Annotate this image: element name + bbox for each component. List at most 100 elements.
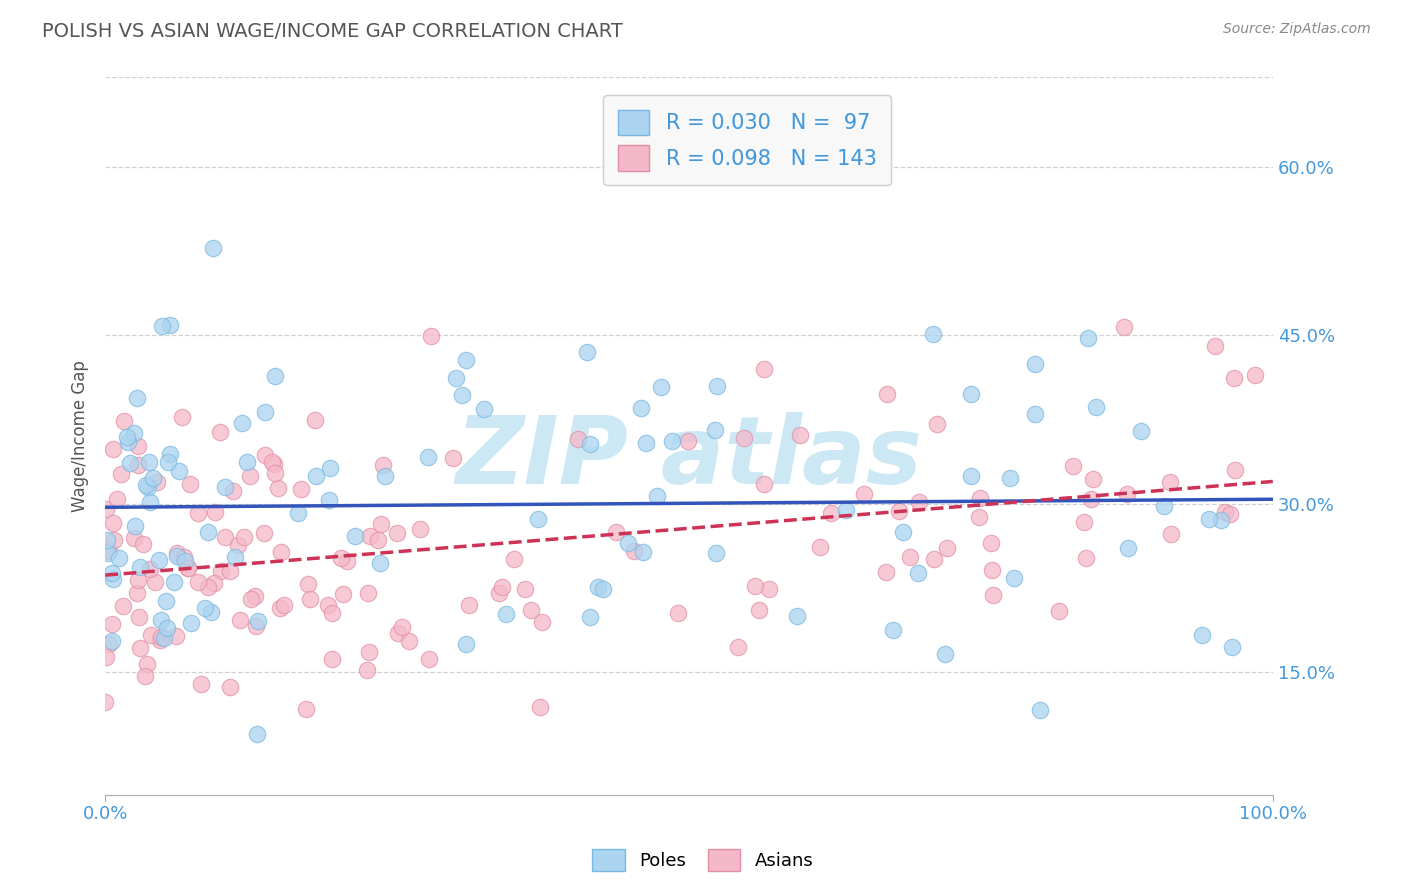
Asians bbox=[907, 495, 929, 509]
Asians bbox=[146, 475, 169, 489]
Asians bbox=[139, 628, 162, 642]
Asians bbox=[165, 629, 187, 643]
Asians bbox=[385, 526, 408, 541]
Poles bbox=[1002, 571, 1025, 585]
Poles bbox=[118, 456, 141, 470]
Asians bbox=[209, 425, 232, 439]
Poles bbox=[634, 436, 657, 450]
Poles bbox=[454, 638, 477, 652]
Asians bbox=[294, 702, 316, 716]
Poles bbox=[444, 371, 467, 385]
Asians bbox=[530, 615, 553, 629]
Text: ZIP atlas: ZIP atlas bbox=[456, 412, 922, 504]
Asians bbox=[239, 469, 262, 483]
Asians bbox=[128, 641, 150, 656]
Poles bbox=[526, 512, 548, 526]
Asians bbox=[125, 586, 148, 600]
Asians bbox=[149, 632, 172, 647]
Poles bbox=[706, 379, 728, 393]
Poles bbox=[617, 536, 640, 550]
Poles bbox=[578, 610, 600, 624]
Asians bbox=[666, 607, 689, 621]
Asians bbox=[110, 467, 132, 482]
Poles bbox=[100, 566, 122, 580]
Asians bbox=[359, 644, 381, 658]
Asians bbox=[139, 562, 162, 576]
Asians bbox=[222, 483, 245, 498]
Asians bbox=[270, 545, 292, 559]
Asians bbox=[370, 517, 392, 532]
Poles bbox=[1077, 331, 1099, 345]
Poles bbox=[1024, 408, 1046, 422]
Poles bbox=[224, 549, 246, 564]
Text: POLISH VS ASIAN WAGE/INCOME GAP CORRELATION CHART: POLISH VS ASIAN WAGE/INCOME GAP CORRELAT… bbox=[42, 22, 623, 41]
Asians bbox=[623, 544, 645, 558]
Asians bbox=[1204, 339, 1226, 353]
Poles bbox=[197, 524, 219, 539]
Poles bbox=[125, 392, 148, 406]
Asians bbox=[187, 506, 209, 520]
Asians bbox=[1244, 368, 1267, 383]
Asians bbox=[981, 563, 1004, 577]
Asians bbox=[491, 580, 513, 594]
Asians bbox=[520, 603, 543, 617]
Poles bbox=[214, 480, 236, 494]
Poles bbox=[97, 546, 120, 560]
Poles bbox=[117, 435, 139, 450]
Asians bbox=[239, 592, 262, 607]
Asians bbox=[299, 591, 322, 606]
Asians bbox=[1222, 371, 1244, 385]
Asians bbox=[219, 564, 242, 578]
Asians bbox=[111, 599, 134, 613]
Poles bbox=[344, 529, 367, 543]
Asians bbox=[441, 450, 464, 465]
Asians bbox=[371, 458, 394, 472]
Poles bbox=[1116, 541, 1139, 556]
Asians bbox=[820, 507, 842, 521]
Asians bbox=[752, 476, 775, 491]
Poles bbox=[173, 554, 195, 568]
Asians bbox=[103, 533, 125, 547]
Poles bbox=[115, 429, 138, 443]
Poles bbox=[135, 478, 157, 492]
Asians bbox=[605, 524, 627, 539]
Asians bbox=[1115, 486, 1137, 500]
Asians bbox=[515, 582, 537, 597]
Legend: R = 0.030   N =  97, R = 0.098   N = 143: R = 0.030 N = 97, R = 0.098 N = 143 bbox=[603, 95, 891, 186]
Poles bbox=[1153, 499, 1175, 513]
Asians bbox=[177, 561, 200, 575]
Asians bbox=[316, 598, 339, 612]
Asians bbox=[127, 573, 149, 587]
Asians bbox=[254, 448, 277, 462]
Asians bbox=[321, 606, 343, 620]
Poles bbox=[200, 605, 222, 619]
Poles bbox=[150, 613, 173, 627]
Asians bbox=[457, 598, 479, 612]
Poles bbox=[588, 580, 610, 594]
Asians bbox=[529, 700, 551, 714]
Poles bbox=[704, 423, 727, 437]
Poles bbox=[287, 506, 309, 520]
Poles bbox=[934, 647, 956, 661]
Poles bbox=[891, 524, 914, 539]
Asians bbox=[262, 455, 284, 469]
Asians bbox=[179, 476, 201, 491]
Poles bbox=[645, 489, 668, 503]
Poles bbox=[246, 726, 269, 740]
Poles bbox=[136, 480, 159, 494]
Asians bbox=[981, 589, 1004, 603]
Asians bbox=[101, 617, 124, 632]
Asians bbox=[967, 510, 990, 524]
Asians bbox=[101, 442, 124, 456]
Poles bbox=[578, 437, 600, 451]
Asians bbox=[398, 634, 420, 648]
Asians bbox=[567, 433, 589, 447]
Poles bbox=[163, 574, 186, 589]
Asians bbox=[166, 546, 188, 560]
Poles bbox=[247, 614, 270, 628]
Asians bbox=[173, 549, 195, 564]
Poles bbox=[1209, 513, 1232, 527]
Poles bbox=[139, 495, 162, 509]
Asians bbox=[329, 550, 352, 565]
Asians bbox=[744, 579, 766, 593]
